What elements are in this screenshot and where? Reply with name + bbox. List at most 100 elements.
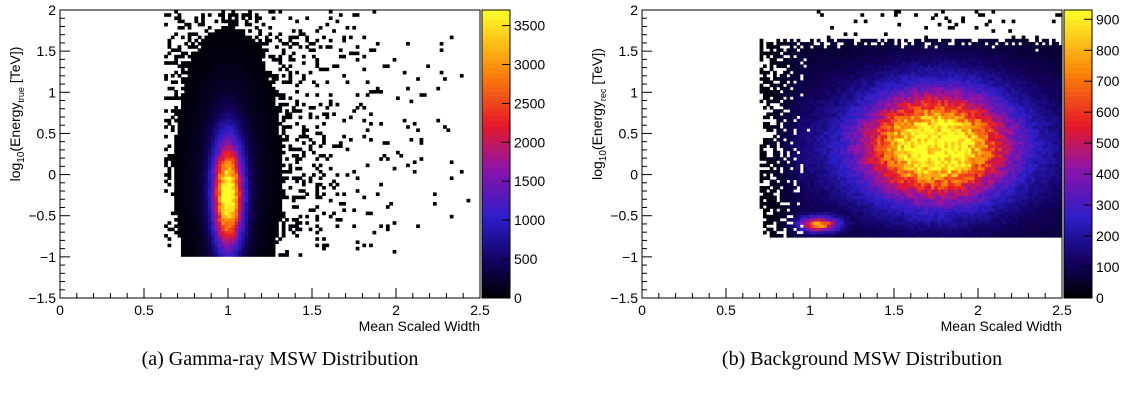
heatmap-cell [254,170,259,174]
heatmap-cell [883,198,888,203]
heatmap-cell [238,166,242,171]
heatmap-cell [261,154,266,158]
heatmap-cell [776,115,781,120]
heatmap-cell [164,125,168,129]
heatmap-cell [887,157,892,161]
heatmap-cell [241,138,246,142]
heatmap-cell [224,77,229,81]
heatmap-cell [880,64,885,68]
heatmap-cell [352,208,357,212]
heatmap-cell [867,102,871,107]
heatmap-cell [375,192,380,196]
heatmap-cell [843,70,848,75]
heatmap-cell [211,157,215,161]
heatmap-cell [187,141,192,145]
heatmap-cell [264,118,269,123]
heatmap-cell [863,138,868,142]
heatmap-cell [813,160,818,164]
heatmap-cell [241,102,246,107]
heatmap-cell [214,70,219,75]
heatmap-cell [853,224,858,228]
heatmap-cell [251,106,256,110]
heatmap-cell [187,218,192,222]
heatmap-cell [167,13,172,17]
heatmap-cell [823,208,828,212]
heatmap-cell [793,102,797,107]
heatmap-cell [264,240,269,244]
heatmap-cell [826,35,831,40]
heatmap-cell [207,13,212,17]
heatmap-cell [793,154,797,158]
heatmap-cell [850,77,855,81]
heatmap-cell [187,214,192,219]
heatmap-cell [251,176,256,180]
heatmap-cell [873,218,878,222]
heatmap-cell [762,192,767,196]
heatmap-cell [281,74,286,78]
heatmap-cell [776,109,781,113]
heatmap-cell [234,106,239,110]
heatmap-cell [843,189,848,193]
heatmap-cell [211,182,215,187]
heatmap-cell [820,96,824,100]
heatmap-cell [850,157,855,161]
heatmap-cell [870,58,875,62]
colorbar-step [482,278,510,285]
heatmap-cell [174,32,178,36]
heatmap-cell [853,227,858,232]
heatmap-cell [776,157,781,161]
heatmap-cell [248,173,252,177]
heatmap-cell [816,195,821,200]
heatmap-cell [826,77,831,81]
heatmap-cell [870,218,875,222]
heatmap-cell [224,173,229,177]
heatmap-cell [843,134,848,139]
heatmap-cell [843,67,848,72]
heatmap-cell [295,122,299,126]
heatmap-cell [177,74,182,78]
heatmap-cell [793,214,797,219]
heatmap-cell [833,128,838,132]
heatmap-cell [238,58,242,62]
heatmap-cell [217,230,222,235]
heatmap-cell [870,211,875,216]
heatmap-cell [873,179,878,184]
heatmap-cell [217,246,222,251]
heatmap-cell [258,61,262,65]
heatmap-cell [416,224,420,228]
heatmap-cell [187,35,192,40]
heatmap-cell [174,54,178,59]
heatmap-cell [184,243,189,248]
heatmap-cell [207,131,212,136]
heatmap-cell [241,38,246,43]
heatmap-cell [857,163,861,168]
heatmap-cell [271,208,276,212]
heatmap-cell [264,182,269,187]
heatmap-cell [238,51,242,56]
heatmap-cell [254,208,259,212]
heatmap-cell [295,205,299,209]
heatmap-cell [362,243,367,248]
heatmap-cell [789,182,794,187]
heatmap-cell [846,157,851,161]
heatmap-cell [251,208,256,212]
heatmap-cell [224,131,229,136]
heatmap-cell [759,157,764,161]
heatmap-cell [840,83,844,88]
heatmap-cell [816,192,821,196]
heatmap-cell [887,160,892,164]
heatmap-cell [860,115,865,120]
heatmap-cell [816,86,821,91]
heatmap-cell [268,250,273,254]
heatmap-cell [254,218,259,222]
heatmap-cell [268,54,273,59]
heatmap-cell [261,131,266,136]
heatmap-cell [843,54,848,59]
heatmap-cell [264,122,269,126]
heatmap-cell [793,86,797,91]
heatmap-cell [238,243,242,248]
heatmap-cell [816,61,821,65]
heatmap-cell [816,227,821,232]
heatmap-cell [191,106,195,110]
heatmap-cell [234,93,239,97]
